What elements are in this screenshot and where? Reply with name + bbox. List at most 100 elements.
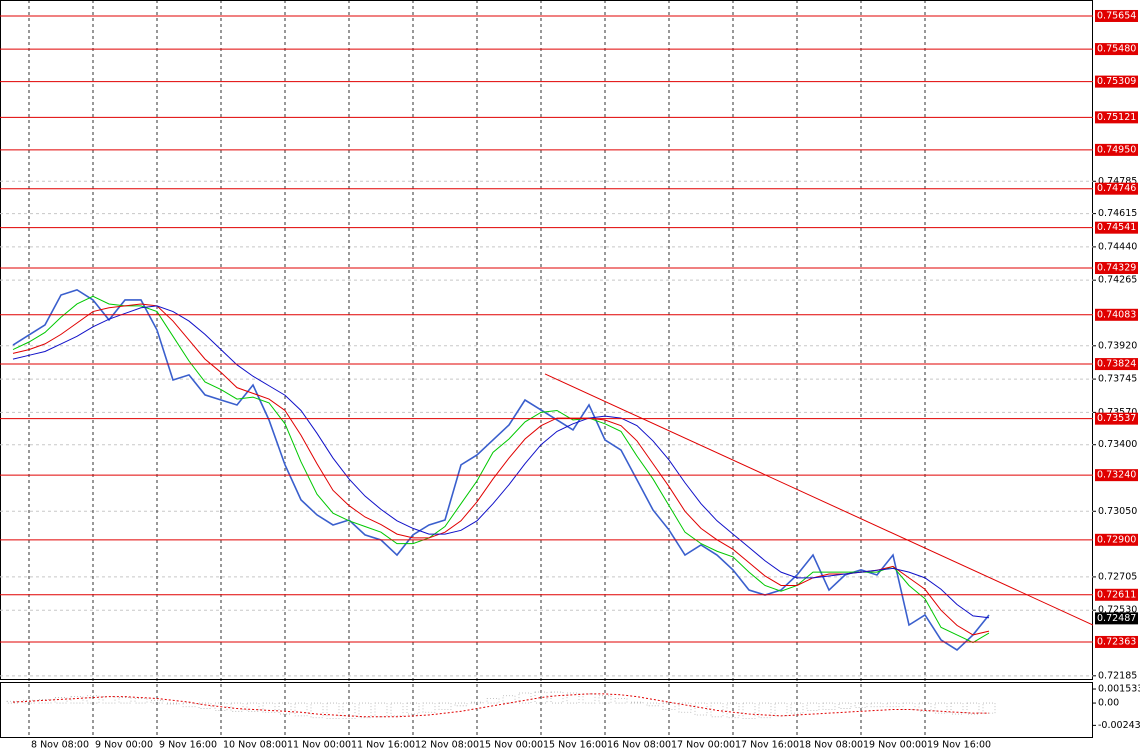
oscillator-bar — [326, 702, 340, 720]
oscillator-bar — [870, 702, 884, 708]
oscillator-bar — [422, 702, 436, 713]
oscillator-bar — [166, 702, 180, 705]
level-label-box — [1095, 75, 1138, 88]
x-tick-label: 18 Nov 08:00 — [799, 740, 863, 751]
level-label-box — [1095, 469, 1138, 482]
oscillator-bar — [886, 702, 900, 708]
level-label-box — [1095, 358, 1138, 371]
oscillator-bar — [406, 702, 420, 715]
level-label-box — [1095, 412, 1138, 425]
level-label-box — [1095, 588, 1138, 601]
oscillator-bar — [214, 702, 228, 711]
level-label: 0.72611 — [1097, 589, 1136, 600]
oscillator-bar — [486, 698, 500, 704]
oscillator-bar — [806, 702, 820, 711]
x-tick-label: 19 Nov 16:00 — [927, 740, 991, 751]
level-label-box — [1095, 9, 1138, 22]
x-tick-label: 17 Nov 00:00 — [671, 740, 735, 751]
y-tick-label: 0.72530 — [1098, 605, 1137, 616]
oscillator-bar — [566, 692, 580, 704]
oscillator-bar — [342, 702, 356, 720]
oscillator-bar — [518, 692, 532, 704]
oscillator-bar — [358, 702, 372, 719]
moving-average — [12, 303, 990, 636]
x-tick-label: 8 Nov 08:00 — [31, 740, 89, 751]
oscillator-bar — [38, 698, 52, 704]
level-label-box — [1095, 635, 1138, 648]
oscillator-bar — [470, 701, 484, 704]
oscillator-bar — [86, 695, 100, 704]
y-tick-label: 0.74785 — [1098, 176, 1137, 187]
price-line — [12, 289, 990, 651]
oscillator-bar — [726, 702, 740, 719]
oscillator-bar — [918, 702, 932, 712]
x-tick-label: 15 Nov 16:00 — [543, 740, 607, 751]
level-label-box — [1095, 262, 1138, 275]
level-label: 0.73240 — [1097, 470, 1136, 481]
x-tick-label: 9 Nov 00:00 — [95, 740, 153, 751]
last-price-label: 0.72487 — [1097, 613, 1136, 624]
oscillator-bar — [790, 702, 804, 714]
level-label: 0.73824 — [1097, 359, 1136, 370]
oscillator-bar — [534, 691, 548, 704]
oscillator-bar — [934, 702, 948, 714]
oscillator-bar — [54, 697, 68, 704]
level-label-box — [1095, 533, 1138, 546]
oscillator-bar — [262, 702, 276, 713]
level-label: 0.72900 — [1097, 534, 1136, 545]
level-label-box — [1095, 182, 1138, 195]
oscillator-bar — [182, 702, 196, 708]
y-tick-label: 0.72185 — [1098, 670, 1137, 681]
oscillator-bar — [118, 697, 132, 704]
trendline — [544, 373, 1094, 626]
oscillator-bar — [678, 702, 692, 713]
y-tick-label: 0.73920 — [1098, 340, 1137, 351]
x-tick-label: 12 Nov 08:00 — [415, 740, 479, 751]
oscillator-bar — [646, 702, 660, 707]
oscillator-bar — [550, 691, 564, 704]
level-label-box — [1095, 221, 1138, 234]
oscillator-bar — [614, 698, 628, 704]
oscillator-bar — [438, 702, 452, 710]
oscillator-tick-label: -0.002434 — [1098, 720, 1140, 731]
x-tick-label: 11 Nov 00:00 — [287, 740, 351, 751]
oscillator-bar — [982, 702, 996, 714]
x-tick-label: 11 Nov 16:00 — [351, 740, 415, 751]
oscillator-bar — [598, 695, 612, 704]
x-tick-label: 17 Nov 16:00 — [735, 740, 799, 751]
oscillator-bar — [70, 696, 84, 704]
level-label: 0.74329 — [1097, 263, 1136, 274]
oscillator-bar — [198, 702, 212, 709]
level-label-box — [1095, 43, 1138, 56]
x-tick-label: 16 Nov 08:00 — [607, 740, 671, 751]
oscillator-bar — [390, 702, 404, 717]
oscillator-bar — [758, 702, 772, 719]
level-label: 0.75654 — [1097, 10, 1136, 21]
y-tick-label: 0.74615 — [1098, 208, 1137, 219]
oscillator-bar — [582, 693, 596, 704]
oscillator-bar — [742, 702, 756, 720]
x-tick-label: 9 Nov 16:00 — [159, 740, 217, 751]
level-label: 0.74541 — [1097, 222, 1136, 233]
main-panel-border — [0, 0, 1093, 680]
level-label: 0.74083 — [1097, 309, 1136, 320]
oscillator-bar — [150, 699, 164, 704]
level-label: 0.72363 — [1097, 636, 1136, 647]
oscillator-bar — [230, 702, 244, 712]
level-label-box — [1095, 308, 1138, 321]
y-tick-label: 0.74265 — [1098, 275, 1137, 286]
oscillator-bar — [294, 702, 308, 717]
level-label-box — [1095, 143, 1138, 156]
y-tick-label: 0.74440 — [1098, 241, 1137, 252]
moving-average — [12, 305, 990, 619]
oscillator-bar — [454, 702, 468, 707]
level-label: 0.75309 — [1097, 76, 1136, 87]
level-label: 0.74950 — [1097, 144, 1136, 155]
level-label: 0.75121 — [1097, 112, 1136, 123]
oscillator-bar — [22, 699, 36, 704]
oscillator-bar — [310, 702, 324, 719]
oscillator-tick-label: 0.001533 — [1098, 684, 1140, 695]
x-tick-label: 15 Nov 00:00 — [479, 740, 543, 751]
oscillator-bar — [854, 702, 868, 709]
